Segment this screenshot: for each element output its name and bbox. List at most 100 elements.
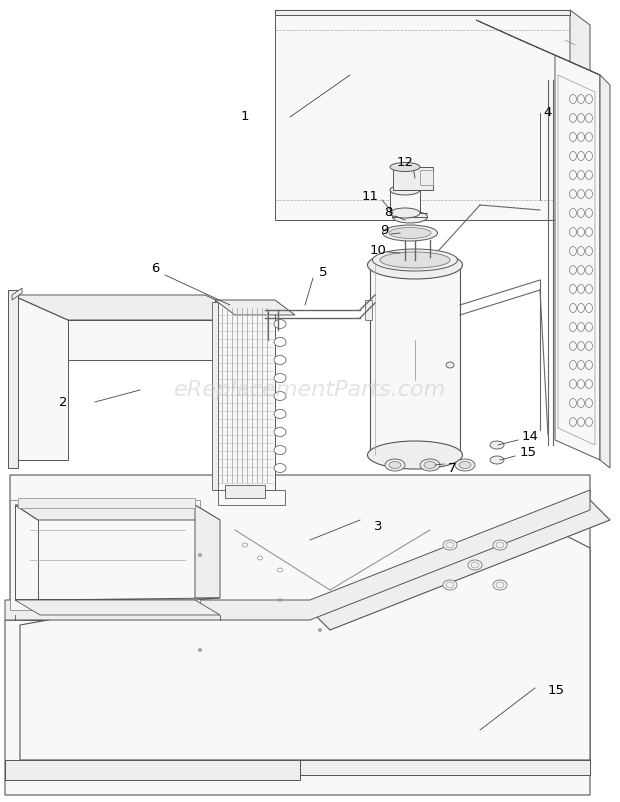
Ellipse shape: [493, 540, 507, 550]
Ellipse shape: [585, 114, 593, 123]
Ellipse shape: [577, 303, 585, 313]
Polygon shape: [310, 500, 610, 630]
Ellipse shape: [385, 459, 405, 471]
Ellipse shape: [577, 418, 585, 427]
Ellipse shape: [274, 427, 286, 436]
Text: eReplacementParts.com: eReplacementParts.com: [174, 380, 446, 400]
Polygon shape: [20, 530, 590, 760]
Text: 2: 2: [59, 395, 67, 408]
Ellipse shape: [274, 355, 286, 364]
Polygon shape: [300, 760, 590, 775]
Ellipse shape: [570, 303, 577, 313]
Ellipse shape: [585, 342, 593, 350]
Polygon shape: [212, 302, 218, 490]
Ellipse shape: [318, 629, 322, 631]
Text: 15: 15: [520, 447, 536, 460]
Polygon shape: [12, 295, 260, 320]
Polygon shape: [476, 20, 600, 75]
Ellipse shape: [570, 342, 577, 350]
Ellipse shape: [446, 542, 454, 548]
Ellipse shape: [570, 285, 577, 294]
Text: 9: 9: [380, 224, 388, 237]
Polygon shape: [558, 75, 595, 445]
Ellipse shape: [274, 410, 286, 419]
Ellipse shape: [278, 568, 283, 572]
Polygon shape: [275, 10, 570, 15]
Ellipse shape: [585, 189, 593, 199]
Ellipse shape: [570, 379, 577, 388]
Ellipse shape: [389, 228, 431, 238]
Polygon shape: [8, 290, 18, 468]
Ellipse shape: [577, 228, 585, 237]
Text: 8: 8: [384, 205, 392, 218]
Text: 15: 15: [547, 683, 564, 696]
Ellipse shape: [443, 580, 457, 590]
Ellipse shape: [274, 319, 286, 329]
Ellipse shape: [274, 445, 286, 455]
Ellipse shape: [577, 189, 585, 199]
Ellipse shape: [577, 95, 585, 103]
Polygon shape: [5, 515, 590, 795]
Ellipse shape: [577, 246, 585, 256]
Ellipse shape: [390, 208, 420, 218]
Polygon shape: [420, 170, 433, 185]
Polygon shape: [393, 167, 433, 190]
Ellipse shape: [496, 542, 504, 548]
Ellipse shape: [585, 265, 593, 274]
Ellipse shape: [274, 374, 286, 383]
Ellipse shape: [570, 418, 577, 427]
Polygon shape: [5, 760, 300, 780]
Ellipse shape: [570, 361, 577, 370]
Polygon shape: [555, 55, 600, 460]
Ellipse shape: [496, 582, 504, 588]
Ellipse shape: [585, 379, 593, 388]
Ellipse shape: [380, 252, 450, 268]
Polygon shape: [12, 288, 22, 300]
Ellipse shape: [390, 163, 420, 172]
Ellipse shape: [577, 171, 585, 180]
Text: 4: 4: [544, 107, 552, 119]
Ellipse shape: [577, 361, 585, 370]
Ellipse shape: [570, 228, 577, 237]
Ellipse shape: [383, 225, 438, 241]
Polygon shape: [390, 190, 420, 213]
Polygon shape: [215, 300, 275, 490]
Ellipse shape: [242, 543, 247, 547]
Polygon shape: [5, 760, 20, 780]
Ellipse shape: [389, 461, 401, 468]
Ellipse shape: [392, 211, 428, 223]
Ellipse shape: [585, 209, 593, 217]
Ellipse shape: [585, 303, 593, 313]
Polygon shape: [370, 265, 460, 455]
Ellipse shape: [443, 540, 457, 550]
Text: 10: 10: [370, 244, 386, 257]
Text: 11: 11: [361, 189, 378, 202]
Ellipse shape: [570, 95, 577, 103]
Polygon shape: [15, 598, 220, 600]
Ellipse shape: [585, 246, 593, 256]
Ellipse shape: [493, 580, 507, 590]
Ellipse shape: [274, 391, 286, 400]
Ellipse shape: [368, 251, 463, 279]
Ellipse shape: [490, 441, 504, 449]
Ellipse shape: [577, 342, 585, 350]
Ellipse shape: [490, 456, 504, 464]
Ellipse shape: [585, 132, 593, 141]
Ellipse shape: [585, 228, 593, 237]
Ellipse shape: [278, 598, 281, 602]
Ellipse shape: [585, 285, 593, 294]
Ellipse shape: [424, 461, 436, 468]
Polygon shape: [15, 505, 38, 600]
Text: 5: 5: [319, 265, 327, 278]
Ellipse shape: [577, 209, 585, 217]
Ellipse shape: [468, 560, 482, 570]
Ellipse shape: [274, 338, 286, 346]
Text: 3: 3: [374, 520, 383, 533]
Polygon shape: [10, 500, 200, 610]
Ellipse shape: [577, 265, 585, 274]
Ellipse shape: [455, 459, 475, 471]
Ellipse shape: [368, 441, 463, 469]
Ellipse shape: [577, 152, 585, 160]
Ellipse shape: [585, 322, 593, 331]
Text: 1: 1: [241, 111, 249, 124]
